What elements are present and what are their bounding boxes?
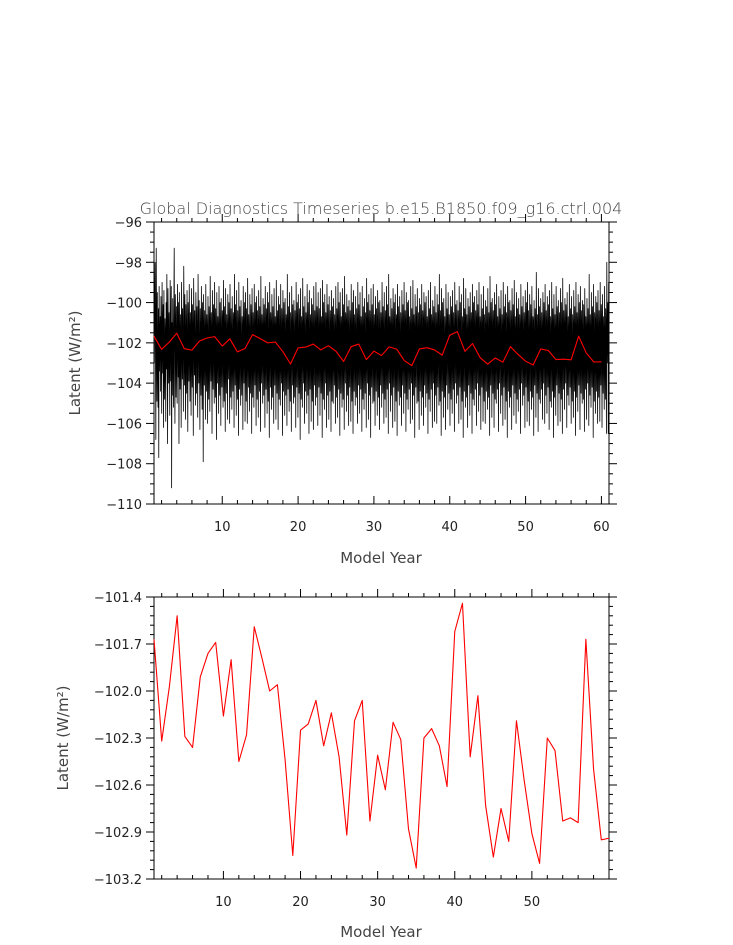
top-y-axis-label: Latent (W/m²) bbox=[66, 310, 84, 415]
x-tick-label: 20 bbox=[292, 895, 309, 910]
x-tick-label: 30 bbox=[366, 520, 383, 535]
series-line-annual-mean bbox=[153, 331, 602, 367]
y-tick-label: −96 bbox=[115, 216, 142, 231]
bottom-y-axis-label: Latent (W/m²) bbox=[54, 685, 72, 790]
x-tick-label: 40 bbox=[446, 895, 463, 910]
x-tick-label: 50 bbox=[517, 520, 534, 535]
bottom-x-axis-label: Model Year bbox=[340, 923, 422, 941]
x-tick-label: 20 bbox=[290, 520, 307, 535]
top-x-axis-label: Model Year bbox=[340, 549, 422, 567]
y-tick-label: −104 bbox=[106, 377, 142, 392]
y-tick-label: −110 bbox=[106, 498, 142, 513]
x-tick-label: 40 bbox=[441, 520, 458, 535]
y-tick-label: −102 bbox=[106, 337, 142, 352]
y-tick-label: −106 bbox=[106, 417, 142, 432]
y-tick-label: −102.6 bbox=[94, 779, 142, 794]
x-tick-label: 60 bbox=[593, 520, 610, 535]
y-tick-label: −98 bbox=[115, 256, 142, 271]
x-tick-label: 10 bbox=[215, 895, 232, 910]
y-tick-label: −108 bbox=[106, 458, 142, 473]
y-tick-label: −102.0 bbox=[94, 685, 142, 700]
y-tick-label: −101.7 bbox=[94, 638, 142, 653]
y-tick-label: −103.2 bbox=[94, 873, 142, 888]
y-tick-label: −100 bbox=[106, 297, 142, 312]
y-tick-label: −101.4 bbox=[94, 591, 142, 606]
series-line-monthly bbox=[153, 247, 610, 489]
x-tick-label: 10 bbox=[214, 520, 231, 535]
y-tick-label: −102.9 bbox=[94, 826, 142, 841]
x-tick-label: 30 bbox=[369, 895, 386, 910]
x-tick-label: 50 bbox=[524, 895, 541, 910]
y-tick-label: −102.3 bbox=[94, 732, 142, 747]
top-chart-title: Global Diagnostics Timeseries b.e15.B185… bbox=[140, 199, 623, 218]
series-line-annual-mean bbox=[153, 602, 610, 869]
